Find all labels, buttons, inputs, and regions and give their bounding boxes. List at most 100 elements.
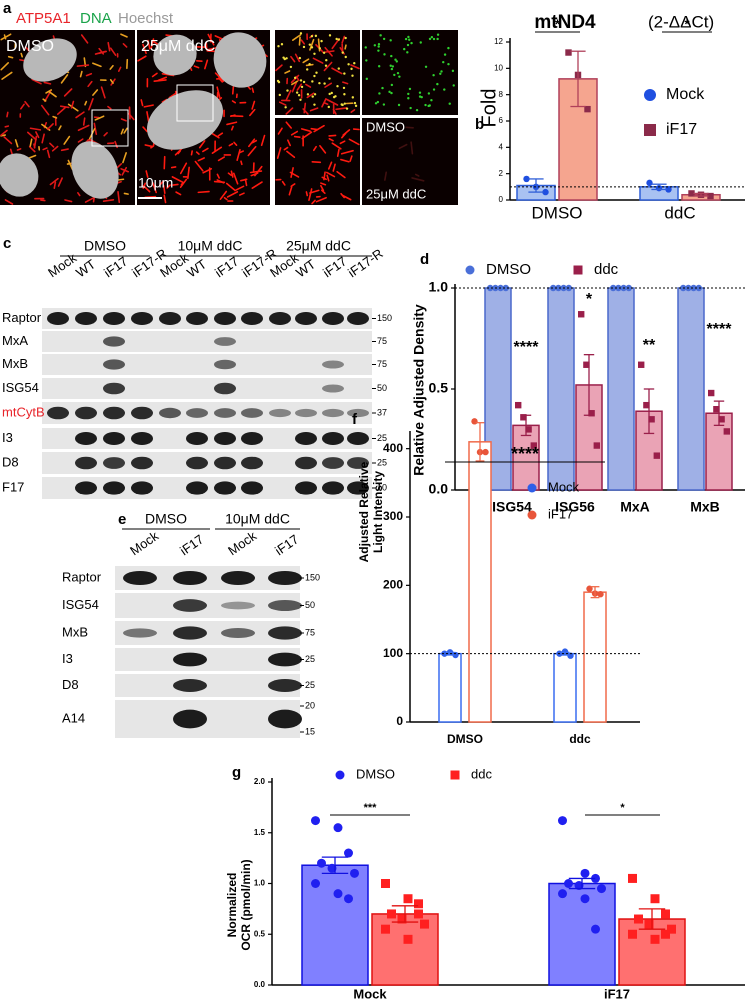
point — [344, 894, 353, 904]
blot-band — [103, 359, 125, 370]
lane-label: iF17 — [177, 531, 206, 558]
blot-band — [186, 481, 208, 495]
dna-dot — [299, 79, 303, 82]
dna-dot — [373, 44, 377, 47]
mito — [230, 125, 234, 131]
point — [525, 426, 532, 433]
dna-dot — [286, 89, 289, 92]
dna-dot — [295, 91, 299, 94]
mito — [166, 184, 171, 189]
nucleus — [23, 38, 77, 82]
y-axis-label: Fold — [478, 89, 500, 128]
mito — [306, 92, 315, 99]
blot-band — [47, 406, 69, 420]
mito — [46, 149, 51, 159]
point — [648, 416, 655, 423]
mito — [179, 162, 188, 175]
point — [482, 448, 489, 456]
dna-dot — [382, 103, 386, 106]
mito — [75, 111, 85, 119]
point — [584, 105, 591, 113]
point — [414, 899, 423, 909]
mito — [177, 150, 182, 155]
mito — [350, 109, 356, 113]
point — [573, 265, 583, 275]
dna-dot — [354, 104, 358, 108]
dna-dot — [452, 84, 455, 87]
mito — [214, 72, 225, 83]
mito — [4, 125, 10, 128]
y-tick-label: 2 — [499, 169, 504, 178]
blot-band — [268, 652, 302, 667]
blot-band — [241, 456, 263, 470]
dna-dot — [442, 60, 445, 64]
blot-band — [241, 312, 263, 325]
mw-label: 50 — [305, 600, 315, 610]
point — [387, 909, 396, 919]
point — [690, 284, 697, 292]
dna-dot — [447, 46, 450, 50]
blot-band — [295, 456, 317, 470]
blot-band — [322, 457, 344, 469]
mw-label: 20 — [305, 700, 315, 710]
mito — [122, 43, 128, 48]
y-axis-label: Normalized — [225, 873, 239, 938]
dna-dot — [397, 103, 401, 107]
blot-band — [186, 408, 208, 418]
blot-band — [347, 432, 369, 445]
blot-band — [268, 709, 302, 729]
mito — [249, 108, 256, 117]
dna-dot — [448, 102, 451, 105]
blot-band — [241, 432, 263, 445]
y-tick-label: 2.0 — [254, 777, 266, 786]
dna-dot — [337, 38, 341, 41]
blot-band — [186, 312, 208, 325]
dna-dot — [389, 39, 392, 42]
mito — [312, 145, 317, 152]
dna-dot — [322, 51, 326, 55]
y-tick-label: 1.5 — [254, 828, 266, 837]
point — [688, 190, 695, 197]
dna-dot — [390, 67, 394, 71]
point — [327, 863, 337, 873]
mito — [238, 150, 245, 154]
panel-letter: c — [3, 235, 11, 252]
mito — [48, 90, 57, 98]
mito — [98, 47, 105, 55]
mito — [275, 64, 283, 72]
point — [650, 934, 660, 944]
legend-label: ddc — [594, 261, 619, 278]
y-axis-label: Light Intensity — [371, 471, 385, 553]
mito — [331, 67, 343, 75]
mito — [293, 135, 301, 138]
dna-dot — [311, 95, 314, 98]
mito — [240, 178, 248, 182]
dna-dot — [342, 86, 346, 90]
point — [530, 442, 537, 449]
point — [558, 816, 567, 826]
dna-dot — [315, 71, 318, 74]
bar — [583, 591, 607, 723]
dna-dot — [393, 73, 396, 77]
dna-dot — [351, 96, 355, 99]
dna-dot — [330, 91, 333, 95]
blot-band — [347, 408, 369, 418]
dna-dot — [408, 87, 412, 91]
y-tick-label: 100 — [383, 646, 403, 660]
mito — [198, 140, 206, 149]
point — [471, 418, 478, 425]
blot-band — [214, 408, 236, 418]
mito — [53, 181, 57, 189]
mito — [150, 38, 155, 49]
blot-band — [322, 408, 344, 418]
mito — [80, 34, 89, 44]
mito — [29, 138, 33, 147]
dna-dot — [280, 43, 284, 46]
mito — [300, 39, 306, 45]
dna-dot — [396, 71, 400, 75]
point — [350, 868, 359, 878]
mito — [313, 124, 325, 133]
y-tick-label: 4 — [499, 142, 504, 151]
mito — [327, 161, 333, 170]
